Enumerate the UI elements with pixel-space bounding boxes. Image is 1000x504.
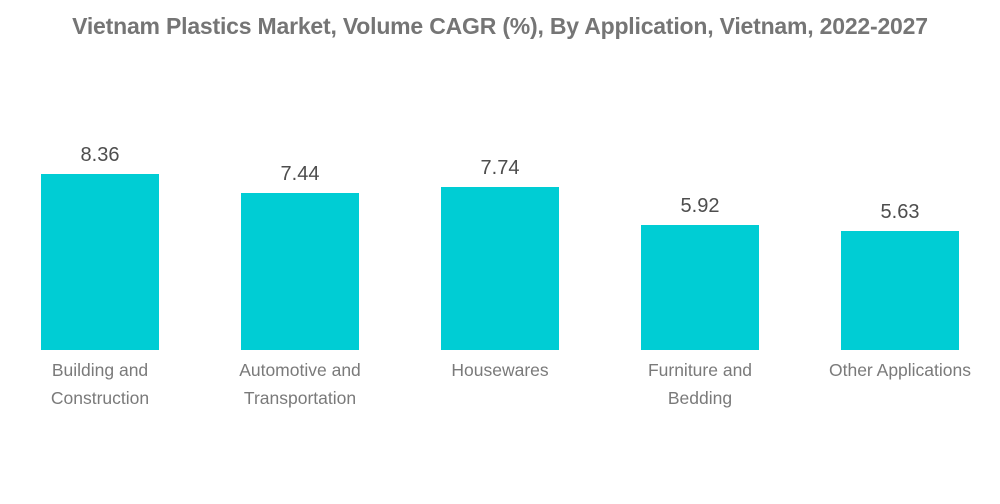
bar-value-label: 5.63 xyxy=(880,201,920,223)
bar-group: 5.63 xyxy=(800,201,1000,350)
category-axis: Building and Construction Automotive and … xyxy=(0,356,1000,412)
bar xyxy=(641,225,759,350)
chart-title: Vietnam Plastics Market, Volume CAGR (%)… xyxy=(72,13,928,39)
bar-value-label: 7.74 xyxy=(480,157,520,179)
category-cell: Other Applications xyxy=(800,356,1000,384)
bar-group: 7.44 xyxy=(200,163,400,350)
bar-group: 7.74 xyxy=(400,157,600,350)
bar xyxy=(241,193,359,350)
bar-value-label: 5.92 xyxy=(680,195,720,217)
bar-value-label: 8.36 xyxy=(80,144,120,166)
category-label: Furniture and Bedding xyxy=(647,360,753,408)
category-label: Housewares xyxy=(451,360,549,380)
category-cell: Housewares xyxy=(400,356,600,384)
bar xyxy=(41,174,159,350)
bar-group: 8.36 xyxy=(0,144,200,350)
category-label: Automotive and Transportation xyxy=(239,360,361,408)
plot-area: 8.36 7.44 7.74 5.92 5.63 xyxy=(0,144,1000,350)
category-cell: Building and Construction xyxy=(0,356,200,412)
category-label: Building and Construction xyxy=(50,360,150,408)
category-label: Other Applications xyxy=(828,360,972,380)
bar xyxy=(841,231,959,350)
category-cell: Furniture and Bedding xyxy=(600,356,800,412)
bar-value-label: 7.44 xyxy=(280,163,320,185)
bar xyxy=(441,187,559,350)
category-cell: Automotive and Transportation xyxy=(200,356,400,412)
bar-group: 5.92 xyxy=(600,195,800,350)
